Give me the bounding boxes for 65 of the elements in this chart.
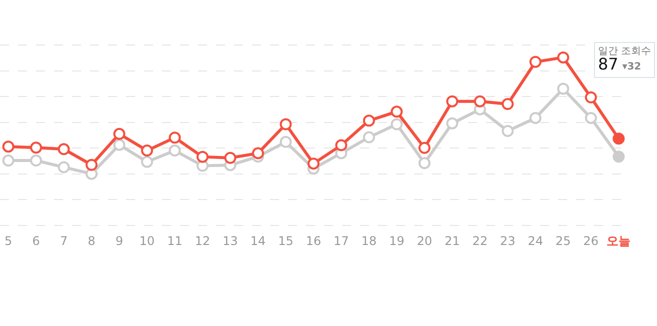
- point: [58, 143, 70, 156]
- x-tick-label: 13: [222, 234, 238, 248]
- x-tick-label: 26: [583, 234, 599, 248]
- point: [58, 161, 70, 174]
- point: [113, 138, 126, 151]
- x-tick-label: 7: [60, 234, 68, 248]
- point: [30, 154, 42, 167]
- point: [86, 158, 98, 171]
- point: [141, 156, 154, 168]
- point: [584, 91, 597, 104]
- annotation: 87: [598, 54, 618, 74]
- point: [474, 95, 486, 108]
- point: [362, 114, 375, 127]
- point: [418, 157, 430, 170]
- point: [224, 152, 236, 164]
- point: [557, 51, 570, 64]
- x-tick-label: 11: [167, 234, 182, 248]
- x-tick-label: 10: [139, 234, 155, 248]
- x-tick-label: 8: [88, 234, 96, 248]
- point: [196, 150, 209, 163]
- point: [446, 117, 458, 130]
- x-tick-label: 20: [416, 234, 432, 248]
- point: [2, 154, 14, 167]
- point: [502, 125, 514, 137]
- x-tick-label: 23: [500, 234, 516, 248]
- x-tick-label: 6: [32, 234, 40, 248]
- point: [30, 142, 42, 154]
- point: [308, 158, 320, 170]
- point: [280, 136, 292, 148]
- x-tick-label: 19: [389, 234, 404, 248]
- point: [502, 98, 514, 110]
- point: [612, 132, 625, 145]
- x-tick-label: 22: [472, 234, 488, 248]
- x-tick-label: 15: [278, 234, 294, 248]
- x-tick-label: 24: [528, 234, 544, 248]
- x-tick-label: 5: [4, 234, 12, 248]
- point: [390, 106, 403, 118]
- x-tick-label: 9: [115, 234, 124, 248]
- point: [168, 132, 181, 144]
- x-tick-label: 오늘: [606, 234, 631, 248]
- point: [557, 82, 570, 95]
- point: [529, 56, 542, 68]
- point: [280, 118, 292, 130]
- point: [113, 128, 126, 140]
- text: 일간 조회수: [598, 46, 652, 57]
- point: [390, 118, 403, 130]
- x-tick-label: 17: [334, 234, 349, 248]
- point: [446, 95, 458, 108]
- point: [584, 112, 597, 124]
- annotation: ▾32: [622, 62, 642, 73]
- x-tick-label: 25: [556, 234, 571, 248]
- point: [2, 140, 14, 153]
- x-tick-label: 12: [194, 234, 210, 248]
- point: [168, 144, 181, 157]
- point: [252, 147, 264, 160]
- point: [141, 144, 154, 157]
- x-tick-label: 16: [306, 234, 322, 248]
- point: [529, 112, 542, 124]
- point: [335, 139, 348, 152]
- point: [418, 142, 430, 154]
- point: [362, 131, 375, 144]
- point: [612, 150, 625, 163]
- x-tick-label: 18: [361, 234, 377, 248]
- x-tick-label: 21: [444, 234, 460, 248]
- x-tick-label: 14: [250, 234, 266, 248]
